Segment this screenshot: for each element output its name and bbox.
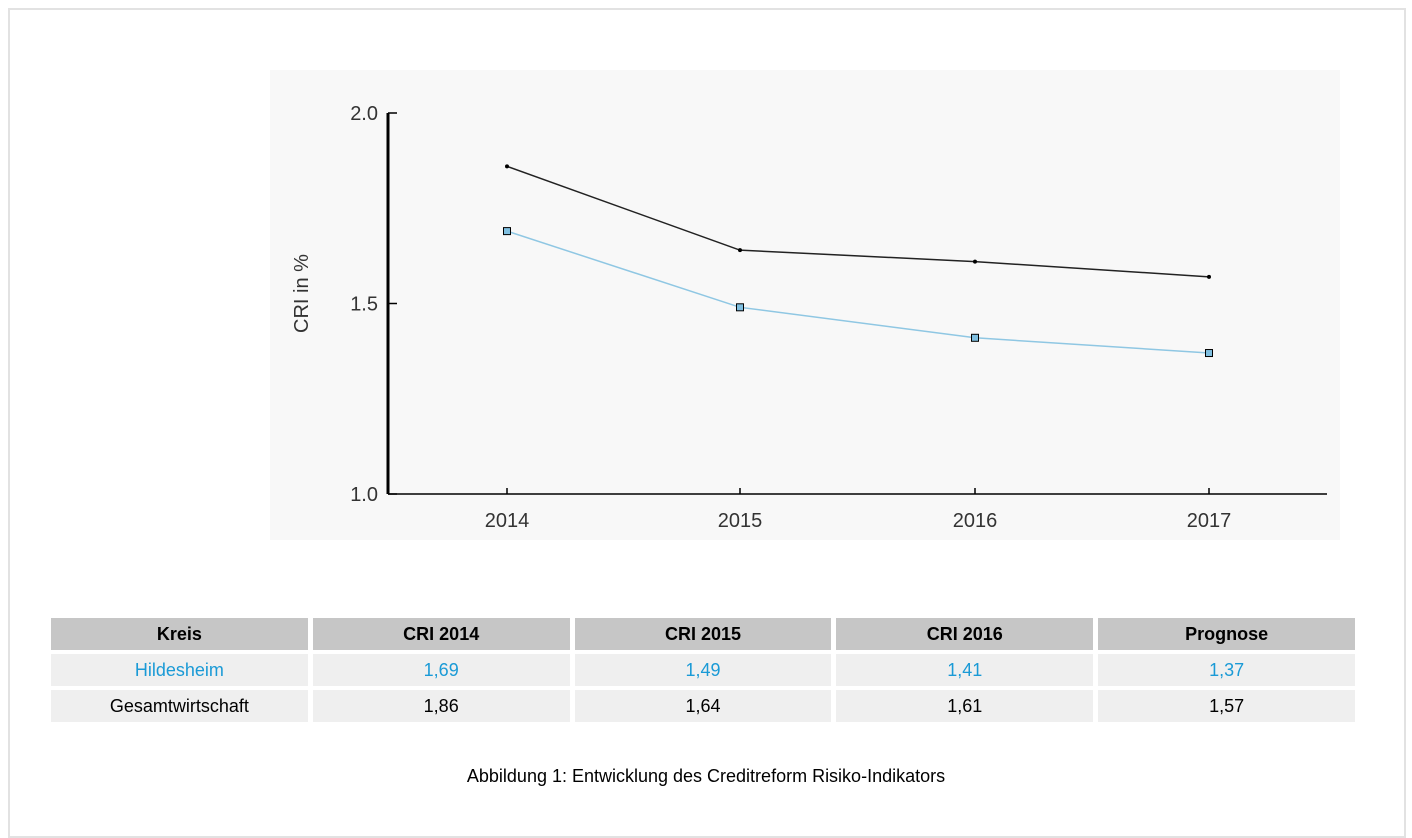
x-tick-label: 2016 xyxy=(953,510,998,532)
cell-cri-2015: 1,49 xyxy=(574,654,832,686)
header-cri-2016: CRI 2016 xyxy=(836,618,1094,650)
figure-caption: Abbildung 1: Entwicklung des Creditrefor… xyxy=(466,766,946,786)
data-point-gesamtwirtschaft xyxy=(1207,274,1211,279)
x-tick-label: 2017 xyxy=(1187,510,1232,532)
x-tick-label: 2014 xyxy=(485,510,530,532)
y-tick-label: 2.0 xyxy=(350,103,378,125)
cell-prognose: 1,57 xyxy=(1098,690,1355,722)
y-tick-label: 1.5 xyxy=(350,294,378,316)
chart-background xyxy=(270,70,1340,540)
y-axis-label: CRI in % xyxy=(291,254,313,333)
header-cri-2014: CRI 2014 xyxy=(312,618,570,650)
header-kreis: Kreis xyxy=(51,618,308,650)
table-row-hildesheim: Hildesheim 1,69 1,49 1,41 1,37 xyxy=(51,654,1355,686)
header-cri-2015: CRI 2015 xyxy=(574,618,832,650)
table-row-gesamtwirtschaft: Gesamtwirtschaft 1,86 1,64 1,61 1,57 xyxy=(51,690,1355,722)
data-point-hildesheim xyxy=(971,333,979,342)
cell-cri-2015: 1,64 xyxy=(574,690,832,722)
cell-cri-2014: 1,86 xyxy=(312,690,570,722)
cell-kreis: Gesamtwirtschaft xyxy=(51,690,308,722)
cell-cri-2016: 1,61 xyxy=(836,690,1094,722)
data-point-hildesheim xyxy=(1205,349,1213,358)
data-point-hildesheim xyxy=(736,303,744,312)
table-header-row: Kreis CRI 2014 CRI 2015 CRI 2016 Prognos… xyxy=(51,618,1355,650)
y-tick-label: 1.0 xyxy=(350,484,378,506)
series-line-gesamtwirtschaft xyxy=(506,165,1210,278)
cri-line-chart: 1.0 1.5 2.0 2014 2015 2016 2017 CRI in % xyxy=(291,103,1327,532)
header-prognose: Prognose xyxy=(1098,618,1355,650)
data-point-gesamtwirtschaft xyxy=(505,164,509,169)
cri-data-table: Kreis CRI 2014 CRI 2015 CRI 2016 Prognos… xyxy=(46,614,1360,726)
cell-cri-2014: 1,69 xyxy=(312,654,570,686)
series-line-hildesheim xyxy=(506,230,1210,354)
cell-cri-2016: 1,41 xyxy=(836,654,1094,686)
x-tick-label: 2015 xyxy=(718,510,763,532)
cell-prognose: 1,37 xyxy=(1098,654,1355,686)
cell-kreis: Hildesheim xyxy=(51,654,308,686)
data-point-gesamtwirtschaft xyxy=(973,259,977,264)
data-point-gesamtwirtschaft xyxy=(738,248,742,253)
data-point-hildesheim xyxy=(503,227,511,236)
